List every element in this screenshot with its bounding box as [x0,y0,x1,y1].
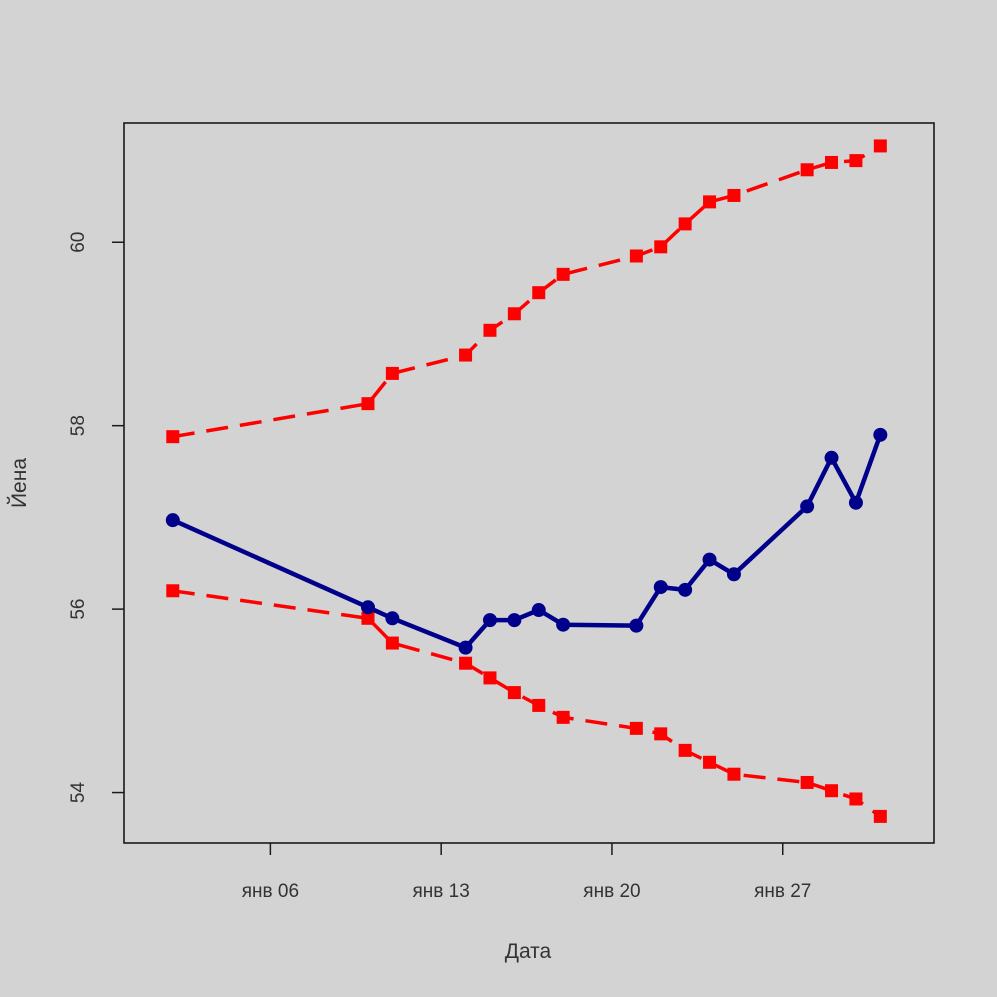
data-point-2-5 [507,686,521,700]
data-point-2-7 [556,710,570,724]
data-point-2-13 [800,775,814,789]
data-point-0-8 [629,618,644,633]
data-point-1-6 [532,286,546,300]
data-point-1-10 [678,217,692,231]
data-point-1-15 [849,154,863,168]
data-point-2-4 [483,671,497,685]
y-axis: 54 56 58 60 [68,232,124,803]
data-point-0-14 [824,450,839,465]
data-point-2-8 [629,721,643,735]
x-tick-label: янв 20 [583,881,640,902]
data-point-0-9 [653,580,668,595]
data-point-1-11 [703,195,717,209]
data-point-0-1 [360,600,375,615]
series-layer [165,139,888,823]
data-point-0-15 [848,495,863,510]
data-point-0-4 [482,613,497,628]
data-point-2-14 [825,784,839,798]
data-point-2-9 [654,727,668,741]
y-tick-label: 58 [68,415,89,436]
data-point-1-3 [459,348,473,362]
y-tick-label: 56 [68,599,89,620]
y-axis-title: Йена [7,458,31,508]
data-point-2-6 [532,698,546,712]
data-point-1-8 [629,249,643,263]
data-point-0-2 [385,611,400,626]
x-tick-label: янв 13 [413,881,470,902]
data-point-2-16 [873,809,887,823]
data-point-1-9 [654,240,668,254]
data-point-2-12 [727,767,741,781]
data-point-2-2 [385,636,399,650]
data-point-0-0 [165,513,180,528]
data-point-1-0 [166,430,180,444]
data-point-1-5 [507,307,521,321]
x-tick-label: янв 27 [754,881,811,902]
data-point-0-16 [873,427,888,442]
data-point-2-15 [849,792,863,806]
data-point-0-13 [800,499,815,514]
data-point-0-12 [726,567,741,582]
data-point-2-3 [459,656,473,670]
data-point-2-11 [703,755,717,769]
plot-frame [123,122,935,844]
data-point-1-2 [385,366,399,380]
data-point-0-6 [531,603,546,618]
data-point-2-1 [361,611,375,625]
data-point-0-7 [556,617,571,632]
y-tick-label: 54 [68,782,89,804]
data-point-1-14 [825,155,839,169]
data-point-1-16 [873,139,887,153]
data-point-1-4 [483,323,497,337]
data-point-1-12 [727,188,741,202]
data-point-2-10 [678,743,692,757]
x-axis: янв 06 янв 13 янв 20 янв 27 [242,843,811,902]
data-point-0-10 [678,582,693,597]
data-point-0-5 [507,613,522,628]
data-point-1-1 [361,397,375,411]
x-tick-label: янв 06 [242,881,299,902]
data-point-1-7 [556,267,570,281]
data-point-0-11 [702,552,717,567]
y-tick-label: 60 [68,232,89,253]
x-axis-title: Дата [505,940,552,963]
data-point-1-13 [800,163,814,177]
data-point-2-0 [166,584,180,598]
data-point-0-3 [458,640,473,655]
